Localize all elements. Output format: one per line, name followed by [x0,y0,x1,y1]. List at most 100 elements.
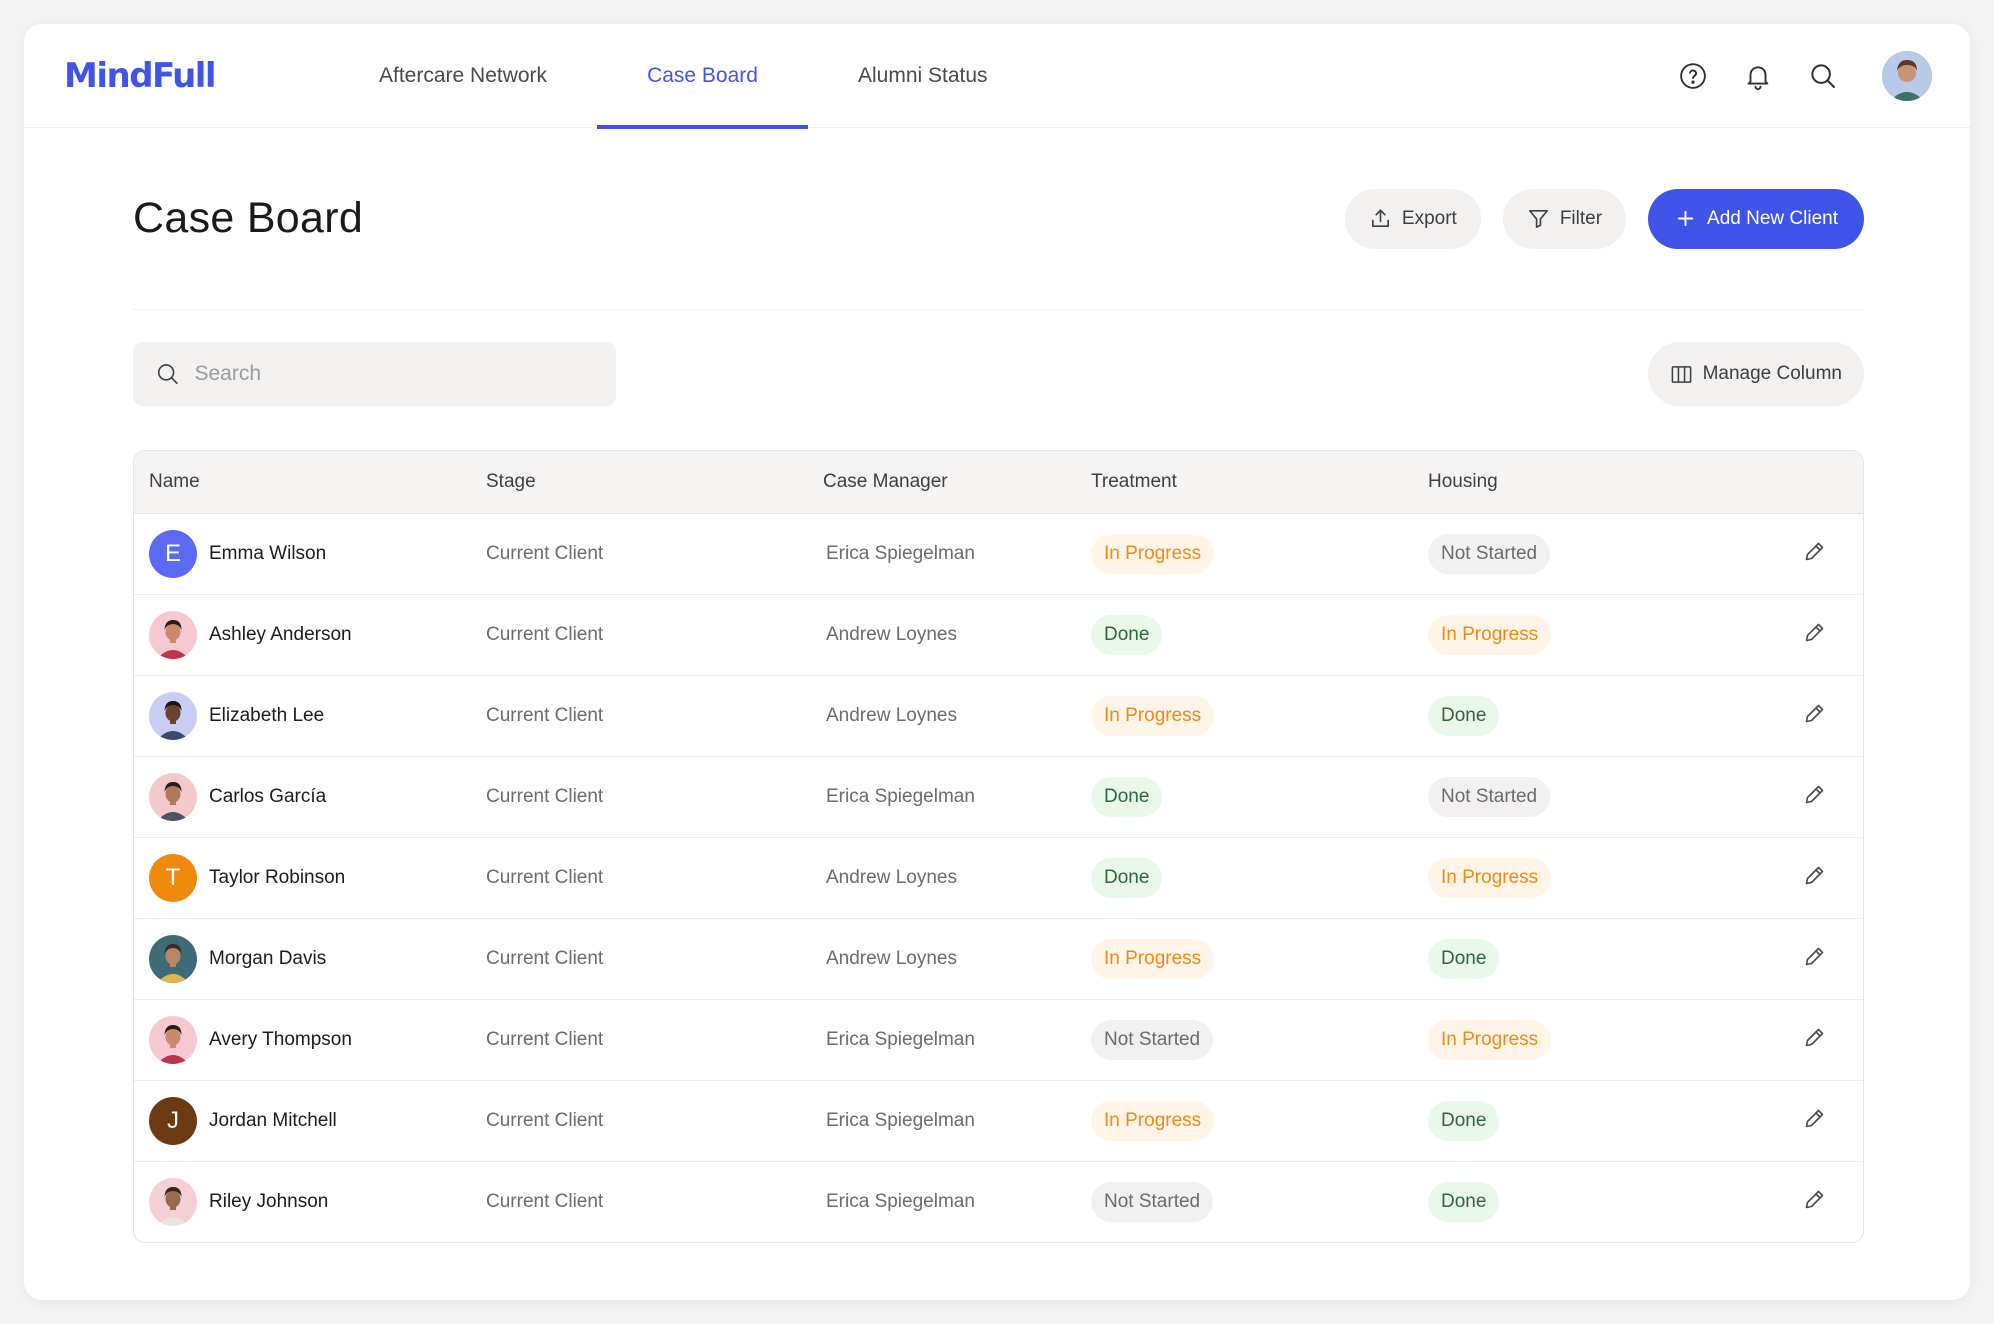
avatar-initial: T [165,863,181,891]
cell-housing: Done [1428,675,1728,757]
table-body: E Emma Wilson Current Client Erica Spieg… [134,513,1863,1242]
client-name: Emma Wilson [209,542,327,564]
client-name-cell[interactable]: Carlos García [149,772,486,821]
user-avatar[interactable] [1882,50,1932,101]
table-row[interactable]: J Jordan Mitchell Current Client Erica S… [134,1080,1863,1162]
client-name-cell[interactable]: Avery Thompson [149,1015,486,1064]
table-row[interactable]: T Taylor Robinson Current Client Andrew … [134,837,1863,919]
edit-pencil-icon[interactable] [1803,944,1827,968]
avatar-photo [157,700,189,740]
case-table: Name Stage Case Manager Treatment Housin… [133,450,1864,1243]
notifications-button[interactable] [1740,58,1775,93]
help-button[interactable] [1675,58,1710,93]
cell-case-manager: Erica Spiegelman [823,999,1091,1081]
client-name: Avery Thompson [209,1028,352,1050]
main-content: Case Board Export Filter [24,128,1970,1243]
bell-icon [1747,65,1768,90]
cell-name: Carlos García [134,756,486,838]
cell-case-manager: Erica Spiegelman [823,513,1091,595]
cell-actions [1728,756,1863,838]
column-header-case-manager[interactable]: Case Manager [823,451,1091,514]
avatar [149,1015,197,1064]
help-icon [1679,62,1706,89]
global-search-button[interactable] [1805,58,1840,93]
edit-pencil-icon[interactable] [1803,782,1827,806]
add-new-client-label: Add New Client [1707,207,1838,229]
header-actions: Export Filter Add New Client [1344,188,1864,249]
case-manager-name: Andrew Loynes [826,947,957,969]
filter-button[interactable]: Filter [1502,188,1627,249]
client-name-cell[interactable]: Riley Johnson [149,1177,486,1226]
cell-actions [1728,837,1863,919]
cell-case-manager: Erica Spiegelman [823,1080,1091,1162]
tab-aftercare-network[interactable]: Aftercare Network [379,63,548,87]
client-name: Riley Johnson [209,1190,329,1212]
client-name-cell[interactable]: T Taylor Robinson [149,853,486,902]
column-header-treatment[interactable]: Treatment [1091,451,1428,514]
client-name: Elizabeth Lee [209,704,325,726]
avatar [149,772,197,821]
treatment-status-badge: In Progress [1091,1100,1215,1141]
housing-status-badge: Done [1428,695,1500,736]
client-name-cell[interactable]: Morgan Davis [149,934,486,983]
table-row[interactable]: Ashley Anderson Current Client Andrew Lo… [134,594,1863,676]
treatment-status-badge: In Progress [1091,695,1215,736]
cell-name: Riley Johnson [134,1161,486,1242]
cell-name: Morgan Davis [134,918,486,1000]
table-row[interactable]: Elizabeth Lee Current Client Andrew Loyn… [134,675,1863,757]
cell-case-manager: Andrew Loynes [823,594,1091,676]
cell-name: Elizabeth Lee [134,675,486,757]
edit-pencil-icon[interactable] [1803,863,1827,887]
edit-pencil-icon[interactable] [1803,1187,1827,1211]
cell-case-manager: Erica Spiegelman [823,756,1091,838]
edit-pencil-icon[interactable] [1803,1025,1827,1049]
upload-icon [1371,209,1389,227]
cell-actions [1728,1161,1863,1242]
table-row[interactable]: Avery Thompson Current Client Erica Spie… [134,999,1863,1081]
main-nav: Aftercare Network Case Board Alumni Stat… [329,24,1038,129]
treatment-status-badge: Done [1091,776,1163,817]
search-input[interactable] [194,362,594,386]
edit-pencil-icon[interactable] [1803,1106,1827,1130]
case-manager-name: Andrew Loynes [826,623,957,645]
cell-treatment: Not Started [1091,999,1428,1081]
edit-pencil-icon[interactable] [1803,539,1827,563]
table-row[interactable]: Morgan Davis Current Client Andrew Loyne… [134,918,1863,1000]
treatment-status-badge: In Progress [1091,533,1215,574]
tab-alumni-status[interactable]: Alumni Status [857,63,988,87]
cell-name: E Emma Wilson [134,513,486,595]
export-button[interactable]: Export [1344,188,1481,249]
column-header-housing[interactable]: Housing [1428,451,1728,514]
cell-housing: Done [1428,1161,1728,1242]
search-icon [1810,63,1835,88]
table-row[interactable]: E Emma Wilson Current Client Erica Spieg… [134,513,1863,595]
column-header-name[interactable]: Name [134,451,486,514]
add-new-client-button[interactable]: Add New Client [1648,188,1864,249]
avatar [149,934,197,983]
filter-icon [1528,210,1548,228]
table-row[interactable]: Riley Johnson Current Client Erica Spieg… [134,1161,1863,1242]
table-row[interactable]: Carlos García Current Client Erica Spieg… [134,756,1863,838]
cell-actions [1728,1080,1863,1162]
housing-status-badge: In Progress [1428,1019,1552,1060]
mindfull-logo[interactable]: MindFull [64,55,217,96]
client-name-cell[interactable]: J Jordan Mitchell [149,1096,486,1145]
column-header-stage[interactable]: Stage [486,451,823,514]
edit-pencil-icon[interactable] [1803,701,1827,725]
avatar-photo [157,781,189,821]
manage-column-button[interactable]: Manage Column [1647,342,1864,406]
table-toolbar: Manage Column [133,342,1864,406]
client-name-cell[interactable]: E Emma Wilson [149,529,486,578]
tab-case-board[interactable]: Case Board [597,24,808,129]
edit-pencil-icon[interactable] [1803,620,1827,644]
top-navigation-bar: MindFull Aftercare Network Case Board Al… [24,24,1970,129]
cell-actions [1728,513,1863,595]
client-name: Carlos García [209,785,327,807]
column-header-actions [1728,451,1863,514]
client-name-cell[interactable]: Ashley Anderson [149,610,486,659]
cell-actions [1728,675,1863,757]
cell-stage: Current Client [486,918,823,1000]
case-manager-name: Erica Spiegelman [826,542,975,564]
client-name-cell[interactable]: Elizabeth Lee [149,691,486,740]
export-label: Export [1401,207,1457,229]
